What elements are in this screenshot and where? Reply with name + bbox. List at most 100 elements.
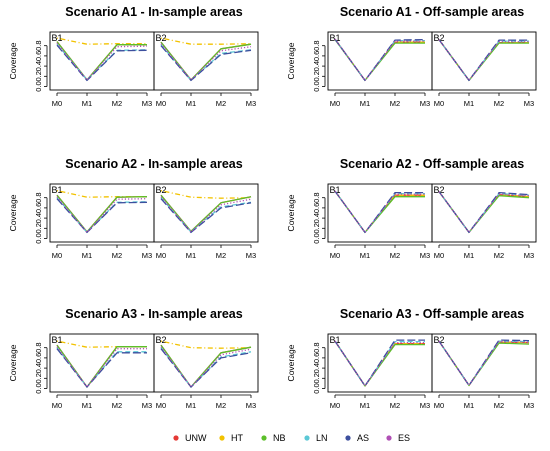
series-line-es bbox=[334, 340, 425, 387]
y-tick-label: 0.0 bbox=[312, 383, 321, 393]
facet-label: B1 bbox=[330, 335, 341, 345]
x-tick-label: M3 bbox=[142, 99, 152, 108]
series-line-ht bbox=[56, 189, 147, 198]
x-tick-label: M1 bbox=[464, 251, 474, 260]
series-line-es bbox=[56, 346, 147, 388]
x-tick-label: M3 bbox=[246, 251, 256, 260]
series-line-nb bbox=[160, 41, 252, 81]
series-line-ln bbox=[160, 197, 252, 233]
y-tick-label: 0.0 bbox=[312, 233, 321, 243]
x-tick-label: M3 bbox=[246, 401, 256, 410]
x-tick-label: M3 bbox=[524, 99, 534, 108]
y-tick-label: 0.2 bbox=[34, 373, 43, 383]
series-line-es bbox=[334, 38, 425, 82]
series-line-nb bbox=[160, 194, 252, 233]
y-tick-label: 0.4 bbox=[312, 363, 321, 373]
y-tick-label: 0.2 bbox=[312, 71, 321, 81]
series-line-as bbox=[56, 198, 148, 234]
x-tick-label: M0 bbox=[52, 401, 62, 410]
series-line-ht bbox=[56, 340, 147, 348]
y-tick-label: 0.6 bbox=[312, 203, 321, 213]
x-tick-label: M2 bbox=[216, 401, 226, 410]
facet-label: B1 bbox=[52, 33, 63, 43]
x-tick-label: M0 bbox=[330, 99, 340, 108]
facet-label: B2 bbox=[434, 33, 445, 43]
series-line-ht bbox=[160, 37, 252, 45]
x-tick-label: M1 bbox=[186, 251, 196, 260]
y-tick-label: 0.6 bbox=[312, 51, 321, 61]
facet-label: B2 bbox=[156, 185, 167, 195]
x-tick-label: M3 bbox=[420, 251, 430, 260]
panel-title: Scenario A2 - Off-sample areas bbox=[340, 157, 524, 171]
series-line-as bbox=[56, 44, 148, 82]
x-tick-label: M2 bbox=[494, 401, 504, 410]
legend-label: HT bbox=[231, 433, 243, 443]
legend-marker bbox=[345, 435, 351, 441]
facet-frame bbox=[431, 333, 537, 393]
x-tick-label: M1 bbox=[186, 99, 196, 108]
y-tick-label: 0.6 bbox=[34, 51, 43, 61]
x-tick-label: M3 bbox=[524, 251, 534, 260]
facet-label: B2 bbox=[156, 335, 167, 345]
facet-frame bbox=[49, 333, 155, 393]
x-tick-label: M2 bbox=[494, 251, 504, 260]
legend-label: LN bbox=[316, 433, 328, 443]
y-tick-label: 0.0 bbox=[34, 81, 43, 91]
facet-label: B2 bbox=[434, 335, 445, 345]
x-tick-label: M0 bbox=[330, 251, 340, 260]
x-tick-label: M1 bbox=[360, 251, 370, 260]
series-line-ht bbox=[160, 189, 252, 199]
facet-label: B1 bbox=[330, 185, 341, 195]
y-tick-label: 0.0 bbox=[34, 233, 43, 243]
y-tick-label: 0.8 bbox=[312, 40, 321, 50]
y-tick-label: 0.8 bbox=[312, 192, 321, 202]
facet-label: B1 bbox=[330, 33, 341, 43]
panel-title: Scenario A3 - In-sample areas bbox=[65, 307, 242, 321]
x-tick-label: M1 bbox=[82, 401, 92, 410]
x-tick-label: M3 bbox=[420, 401, 430, 410]
series-line-es bbox=[438, 340, 530, 387]
legend-marker bbox=[219, 435, 225, 441]
panel-title: Scenario A1 - In-sample areas bbox=[65, 5, 242, 19]
x-tick-label: M2 bbox=[390, 401, 400, 410]
y-tick-label: 0.4 bbox=[312, 213, 321, 223]
series-line-ht bbox=[56, 37, 147, 45]
series-line-es bbox=[56, 196, 148, 234]
series-line-unw bbox=[160, 344, 252, 388]
facet-frame bbox=[153, 183, 259, 243]
facet-frame bbox=[431, 183, 537, 243]
series-line-es bbox=[160, 346, 252, 388]
legend-marker bbox=[173, 435, 179, 441]
y-tick-label: 0.8 bbox=[312, 342, 321, 352]
series-line-as bbox=[438, 191, 530, 234]
y-tick-label: 0.4 bbox=[312, 61, 321, 71]
x-tick-label: M0 bbox=[52, 251, 62, 260]
series-line-unw bbox=[160, 41, 252, 81]
x-tick-label: M1 bbox=[186, 401, 196, 410]
x-tick-label: M2 bbox=[112, 99, 122, 108]
series-line-ln bbox=[438, 191, 530, 234]
x-tick-label: M2 bbox=[390, 99, 400, 108]
facet-label: B2 bbox=[434, 185, 445, 195]
series-line-es bbox=[160, 43, 252, 81]
series-line-as bbox=[160, 45, 252, 82]
series-line-as bbox=[334, 38, 426, 82]
x-tick-label: M2 bbox=[112, 401, 122, 410]
series-line-ln bbox=[160, 44, 252, 82]
x-tick-label: M0 bbox=[156, 401, 166, 410]
y-tick-label: 0.6 bbox=[34, 353, 43, 363]
x-tick-label: M3 bbox=[524, 401, 534, 410]
x-tick-label: M0 bbox=[434, 99, 444, 108]
facet-label: B1 bbox=[52, 335, 63, 345]
series-line-ln bbox=[334, 38, 425, 82]
y-tick-label: 0.8 bbox=[34, 40, 43, 50]
y-tick-label: 0.4 bbox=[34, 213, 43, 223]
x-tick-label: M0 bbox=[434, 251, 444, 260]
series-line-as bbox=[160, 198, 252, 234]
legend-label: ES bbox=[398, 433, 410, 443]
x-tick-label: M1 bbox=[82, 99, 92, 108]
x-tick-label: M2 bbox=[494, 99, 504, 108]
facet-label: B2 bbox=[156, 33, 167, 43]
y-tick-label: 0.6 bbox=[34, 203, 43, 213]
